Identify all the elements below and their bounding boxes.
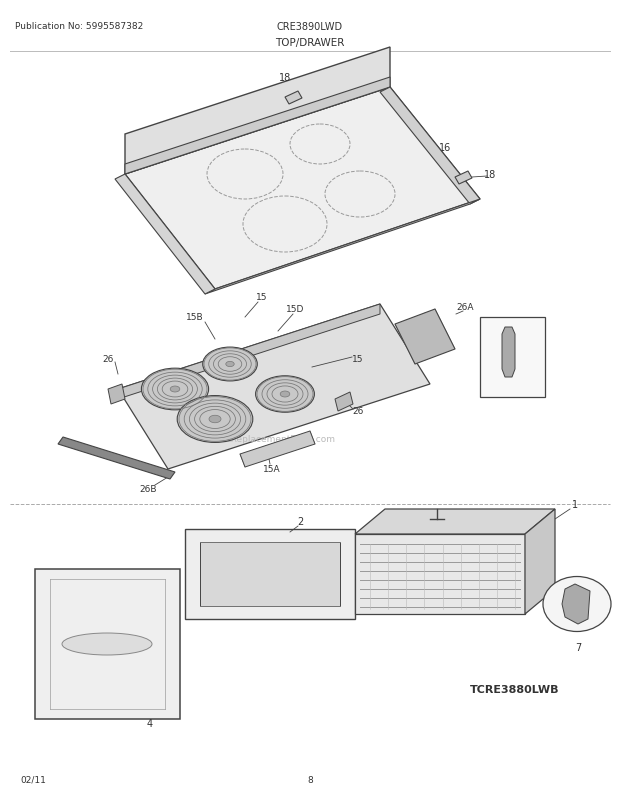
Text: 02/11: 02/11 bbox=[20, 775, 46, 784]
Text: 15B: 15B bbox=[186, 313, 204, 322]
Text: 7: 7 bbox=[575, 642, 581, 652]
Polygon shape bbox=[118, 305, 380, 399]
Ellipse shape bbox=[62, 634, 152, 655]
Polygon shape bbox=[200, 542, 340, 606]
Polygon shape bbox=[525, 509, 555, 614]
Text: eReplacementParts.com: eReplacementParts.com bbox=[225, 435, 335, 444]
Polygon shape bbox=[240, 431, 315, 468]
FancyBboxPatch shape bbox=[480, 318, 545, 398]
Text: 15A: 15A bbox=[263, 465, 281, 474]
Polygon shape bbox=[118, 305, 430, 469]
Text: TCRE3880LWB: TCRE3880LWB bbox=[470, 684, 560, 695]
Polygon shape bbox=[335, 392, 353, 411]
Polygon shape bbox=[285, 92, 302, 105]
Text: 15D: 15D bbox=[286, 305, 304, 314]
Ellipse shape bbox=[177, 396, 253, 443]
Polygon shape bbox=[205, 200, 480, 294]
Text: 26A: 26A bbox=[456, 303, 474, 312]
Text: Publication No: 5995587382: Publication No: 5995587382 bbox=[15, 22, 143, 31]
Polygon shape bbox=[355, 509, 555, 534]
Text: TOP/DRAWER: TOP/DRAWER bbox=[275, 38, 345, 48]
Text: 15: 15 bbox=[352, 355, 364, 364]
Text: 52: 52 bbox=[531, 318, 543, 327]
Text: 26: 26 bbox=[352, 407, 364, 416]
Polygon shape bbox=[35, 569, 180, 719]
Ellipse shape bbox=[209, 415, 221, 423]
Ellipse shape bbox=[170, 387, 180, 392]
Text: 1: 1 bbox=[572, 500, 578, 509]
Polygon shape bbox=[115, 175, 215, 294]
Text: 4: 4 bbox=[147, 718, 153, 728]
Ellipse shape bbox=[203, 347, 257, 382]
Text: CRE3890LWD: CRE3890LWD bbox=[277, 22, 343, 32]
Ellipse shape bbox=[141, 369, 208, 411]
Text: 18: 18 bbox=[279, 73, 291, 83]
Polygon shape bbox=[58, 437, 175, 480]
Ellipse shape bbox=[280, 391, 290, 398]
Text: 18: 18 bbox=[484, 170, 496, 180]
Polygon shape bbox=[108, 384, 125, 404]
Polygon shape bbox=[185, 529, 355, 619]
Text: 15: 15 bbox=[256, 294, 268, 302]
Polygon shape bbox=[125, 88, 480, 290]
Polygon shape bbox=[455, 172, 472, 184]
Text: 26B: 26B bbox=[140, 485, 157, 494]
Ellipse shape bbox=[255, 376, 314, 413]
Polygon shape bbox=[395, 310, 455, 365]
Ellipse shape bbox=[543, 577, 611, 632]
Text: 2: 2 bbox=[297, 516, 303, 526]
Polygon shape bbox=[355, 534, 525, 614]
Polygon shape bbox=[562, 585, 590, 624]
Ellipse shape bbox=[226, 362, 234, 367]
Text: 16: 16 bbox=[439, 143, 451, 153]
Text: 26: 26 bbox=[102, 355, 113, 364]
Polygon shape bbox=[125, 48, 390, 175]
Polygon shape bbox=[125, 78, 390, 175]
Text: 8: 8 bbox=[307, 775, 313, 784]
Polygon shape bbox=[502, 327, 515, 378]
Polygon shape bbox=[380, 88, 480, 205]
